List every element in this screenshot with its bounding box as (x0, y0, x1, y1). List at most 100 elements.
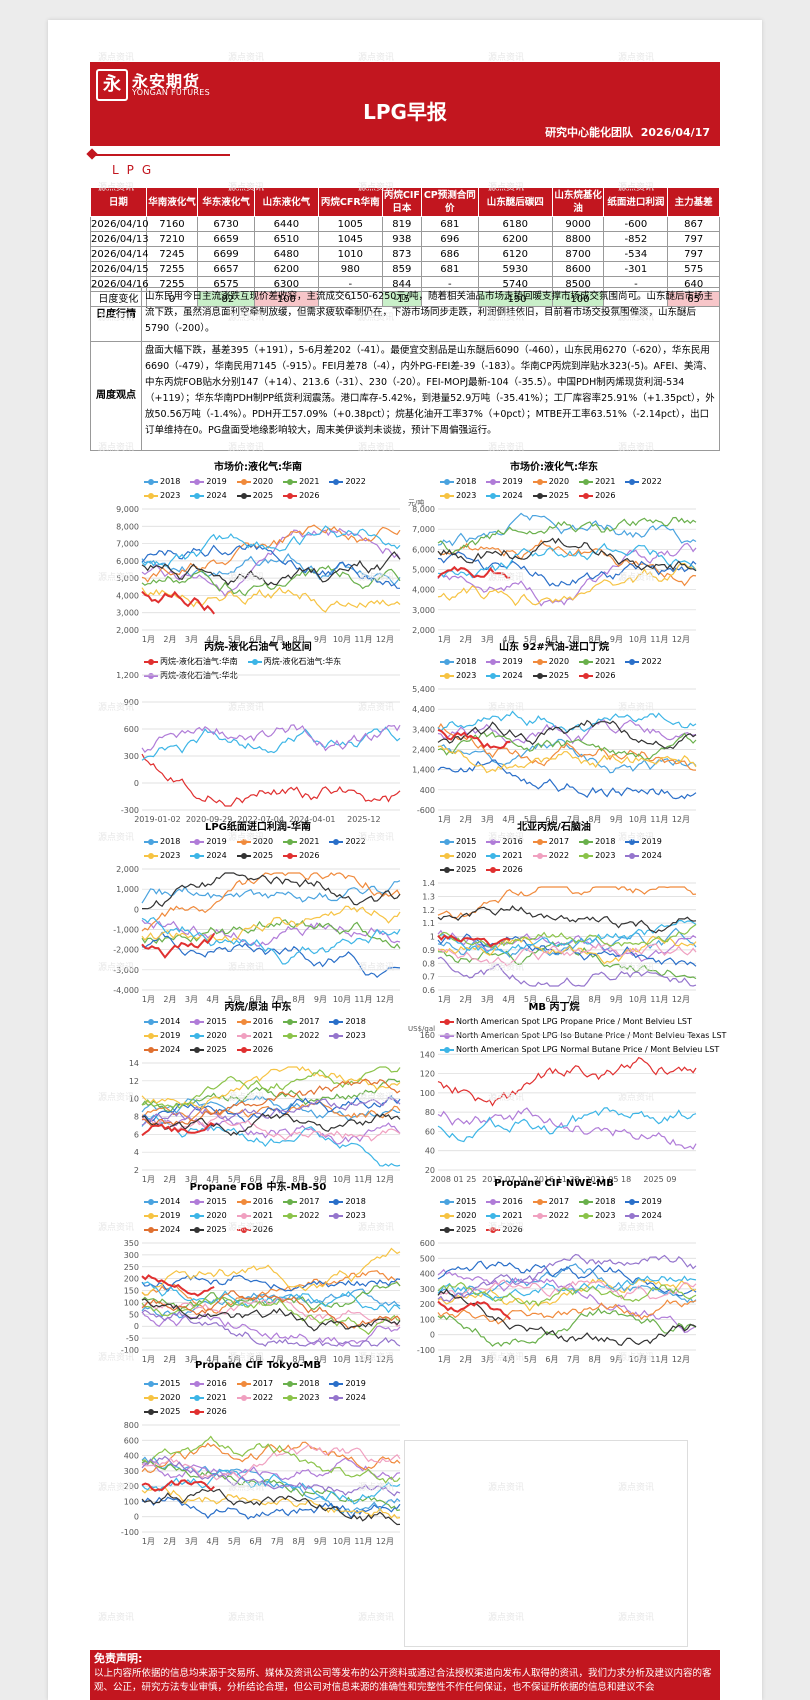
chart-title: 北亚丙烷/石脑油 (517, 822, 591, 833)
legend-item: 2019 (144, 1209, 180, 1223)
legend-item: 2018 (579, 835, 615, 849)
y-tick-label: -50 (126, 1334, 139, 1343)
watermark: 源点资讯 (358, 1613, 395, 1623)
x-tick-label: 2月 (459, 815, 472, 824)
table-row: 2026/04/15 7255 6657 6200 980 859 681 5930 8600-… (90, 261, 720, 277)
x-tick-label: 5月 (228, 1355, 241, 1364)
chart-title: LPG纸面进口利润-华南 (204, 822, 312, 833)
table-cell: 1010 (317, 246, 383, 262)
series-line (437, 512, 697, 547)
watermark: 源点资讯 (488, 1223, 525, 1233)
y-tick-label: -3,000 (113, 966, 139, 975)
watermark: 源点资讯 (618, 313, 655, 323)
table-cell: 686 (420, 246, 479, 262)
y-tick-label: 200 (420, 1300, 435, 1309)
x-tick-label: 1月 (142, 1175, 155, 1184)
y-tick-label: 9,000 (116, 505, 139, 514)
report-page: 永 永安期货 YONGAN FUTURES LPG早报 研究中心能化团队 202… (48, 20, 762, 1700)
legend-item: 2022 (329, 835, 366, 849)
legend-item: 2020 (190, 1029, 227, 1043)
legend-item: 2022 (625, 655, 662, 669)
y-tick-label: 2 (134, 1166, 139, 1175)
legend-item: 2023 (440, 489, 476, 503)
x-tick-label: 1月 (142, 635, 155, 644)
series-line (437, 728, 511, 750)
table-cell: 2026/04/15 (90, 261, 149, 277)
legend-item: 2021 (486, 1209, 523, 1223)
y-tick-label: 400 (124, 1452, 139, 1461)
legend-item: 2025 (190, 1043, 227, 1057)
legend-item: 2026 (236, 1223, 273, 1237)
watermark: 源点资讯 (618, 963, 655, 973)
table-cell: 696 (420, 231, 479, 247)
weekly-text: 盘面大幅下跌，基差395（+191），5-6月差202（-41）。最便宜交割品是… (145, 345, 715, 436)
watermark: 源点资讯 (98, 313, 135, 323)
daily-label: 日度行情 (91, 288, 142, 341)
unit-label: 元/吨 (408, 498, 424, 507)
series-line (141, 1435, 401, 1484)
legend-item: 2024 (486, 489, 523, 503)
series-line (141, 1095, 401, 1124)
disclaimer: 免责声明: 以上内容所依据的信息均来源于交易所、媒体及资讯公司等发布的公开资料或… (90, 1650, 720, 1700)
x-tick-label: 1月 (142, 995, 155, 1004)
series-line (141, 1441, 401, 1474)
x-tick-label: 11月 (650, 635, 668, 644)
series-line (141, 1297, 401, 1328)
watermark: 源点资讯 (488, 183, 525, 193)
watermark: 源点资讯 (618, 703, 655, 713)
x-tick-label: 10月 (333, 1175, 351, 1184)
table-cell: 6200 (253, 261, 319, 277)
y-tick-label: 600 (124, 1436, 139, 1445)
y-tick-label: 10 (129, 1095, 139, 1104)
y-tick-label: 4,400 (412, 705, 435, 714)
table-cell: 819 (381, 216, 422, 232)
series-line (141, 872, 401, 932)
legend-item: North American Spot LPG Propane Price / … (440, 1015, 692, 1029)
watermark: 源点资讯 (488, 1353, 525, 1363)
x-tick-label: 5月 (228, 1537, 241, 1546)
watermark: 源点资讯 (488, 833, 525, 843)
x-tick-label: 1月 (438, 1355, 451, 1364)
x-tick-label: 4月 (206, 995, 219, 1004)
x-tick-label: 4月 (206, 1537, 219, 1546)
change-cell: 65 (667, 291, 720, 307)
x-tick-label: 1月 (438, 995, 451, 1004)
y-tick-label: 1,400 (412, 766, 435, 775)
watermark: 源点资讯 (358, 1353, 395, 1363)
series-line (437, 1300, 511, 1320)
legend-item: 2015 (440, 835, 476, 849)
watermark: 源点资讯 (618, 1353, 655, 1363)
table-cell: 9000 (551, 216, 605, 232)
legend-item: 2018 (144, 475, 180, 489)
x-tick-label: 9月 (314, 1537, 327, 1546)
watermark: 源点资讯 (358, 1483, 395, 1493)
chart-legend: 2014 2015 2016 2017 2018 2019 2020 2021 2022 2023… (144, 1015, 394, 1057)
y-tick-label: 0.8 (422, 959, 435, 968)
legend-item: 2019 (190, 475, 227, 489)
x-tick-label: 12月 (376, 1355, 394, 1364)
y-tick-label: 3,000 (412, 606, 435, 615)
watermark: 源点资讯 (228, 53, 265, 63)
legend-item: 2023 (579, 849, 615, 863)
y-tick-label: 5,000 (116, 574, 139, 583)
x-tick-label: 1月 (142, 1355, 155, 1364)
table-cell: 980 (317, 261, 383, 277)
x-tick-label: 9月 (314, 995, 327, 1004)
change-cell: -15 (381, 291, 422, 307)
series-line (141, 724, 401, 754)
y-tick-label: 600 (420, 1239, 435, 1248)
watermark: 源点资讯 (488, 1093, 525, 1103)
series-line (141, 590, 215, 615)
legend-item: 2021 (283, 475, 319, 489)
series-line (437, 935, 697, 965)
y-tick-label: 1,200 (116, 671, 139, 680)
disclaimer-text: 以上内容所依据的信息均来源于交易所、媒体及资讯公司等发布的公开资料或通过合法授权… (94, 1668, 712, 1693)
x-tick-label: 8月 (292, 1355, 305, 1364)
chart-c6: 北亚丙烷/石脑油 2015 2016 2017 2018 2019 2020 2021 2022… (404, 818, 704, 1008)
x-tick-label: 1月 (142, 1537, 155, 1546)
series-line (141, 565, 401, 597)
y-tick-label: 150 (124, 1287, 139, 1296)
series-line (141, 551, 401, 586)
watermark: 源点资讯 (618, 1613, 655, 1623)
